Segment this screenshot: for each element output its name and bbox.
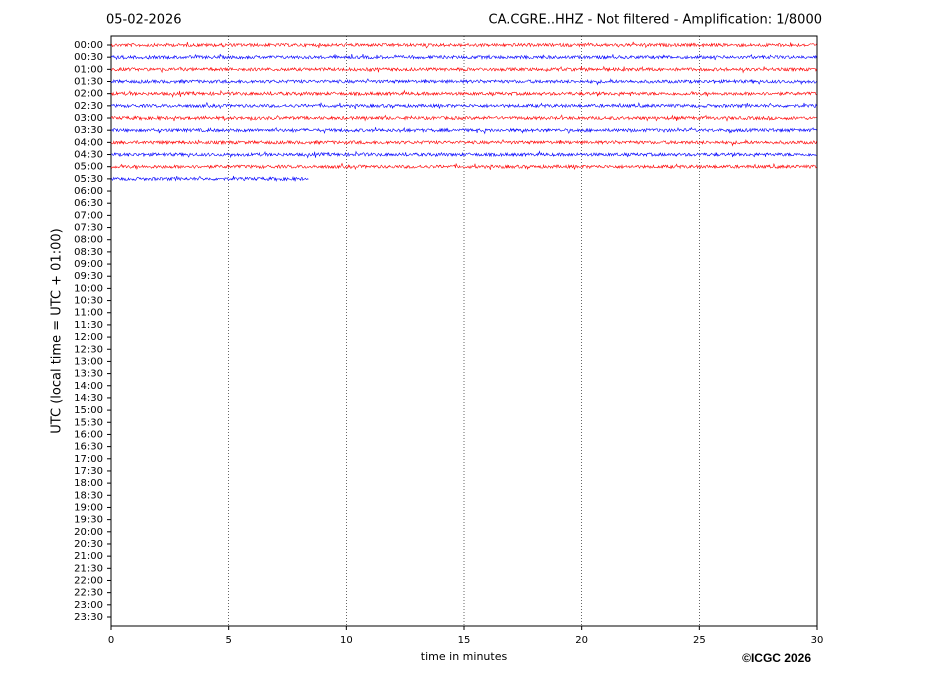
- chart-title: CA.CGRE..HHZ - Not filtered - Amplificat…: [489, 13, 823, 28]
- y-tick-label: 18:00: [74, 478, 103, 489]
- y-tick-label: 06:00: [74, 186, 103, 197]
- y-tick-label: 14:00: [74, 381, 103, 392]
- y-tick-label: 03:30: [74, 125, 103, 136]
- y-tick-label: 20:00: [74, 527, 103, 538]
- y-tick-label: 11:00: [74, 308, 103, 319]
- y-axis-label: UTC (local time = UTC + 01:00): [50, 228, 65, 433]
- trace: [110, 89, 817, 98]
- y-tick-label: 21:30: [74, 563, 103, 574]
- date-title: 05-02-2026: [106, 13, 182, 28]
- y-tick-label: 09:30: [74, 271, 103, 282]
- x-tick-label: 5: [225, 635, 231, 646]
- y-tick-label: 13:30: [74, 369, 103, 380]
- y-tick-label: 22:00: [74, 575, 103, 586]
- x-tick-label: 10: [340, 635, 353, 646]
- y-tick-label: 23:30: [74, 612, 103, 623]
- y-tick-label: 02:00: [74, 89, 103, 100]
- trace: [110, 65, 817, 74]
- trace: [110, 162, 817, 171]
- x-tick-label: 30: [811, 635, 824, 646]
- y-tick-label: 11:30: [74, 320, 103, 331]
- y-tick-label: 08:00: [74, 235, 103, 246]
- trace: [110, 175, 309, 182]
- y-tick-label: 15:00: [74, 405, 103, 416]
- y-tick-label: 19:00: [74, 502, 103, 513]
- y-tick-label: 04:30: [74, 150, 103, 161]
- y-tick-label: 20:30: [74, 539, 103, 550]
- trace: [110, 41, 817, 49]
- y-tick-label: 10:00: [74, 283, 103, 294]
- trace: [110, 139, 817, 147]
- y-tick-label: 15:30: [74, 417, 103, 428]
- y-tick-label: 03:00: [74, 113, 103, 124]
- trace: [110, 78, 817, 86]
- y-tick-label: 16:30: [74, 442, 103, 453]
- trace: [111, 126, 817, 135]
- y-tick-label: 16:00: [74, 429, 103, 440]
- y-tick-label: 09:00: [74, 259, 103, 270]
- y-tick-label: 04:00: [74, 137, 103, 148]
- y-tick-label: 17:00: [74, 454, 103, 465]
- y-tick-label: 14:30: [74, 393, 103, 404]
- y-tick-label: 01:00: [74, 64, 103, 75]
- y-tick-label: 06:30: [74, 198, 103, 209]
- y-tick-label: 18:30: [74, 490, 103, 501]
- y-tick-label: 21:00: [74, 551, 103, 562]
- y-tick-label: 01:30: [74, 77, 103, 88]
- y-tick-label: 07:00: [74, 210, 103, 221]
- y-tick-label: 02:30: [74, 101, 103, 112]
- x-axis-label: time in minutes: [421, 650, 508, 663]
- y-tick-label: 22:30: [74, 588, 103, 599]
- y-tick-label: 19:30: [74, 515, 103, 526]
- y-tick-label: 08:30: [74, 247, 103, 258]
- y-tick-label: 10:30: [74, 296, 103, 307]
- y-tick-label: 05:00: [74, 162, 103, 173]
- x-tick-label: 0: [108, 635, 114, 646]
- y-tick-label: 23:00: [74, 600, 103, 611]
- y-tick-label: 07:30: [74, 223, 103, 234]
- y-tick-label: 12:30: [74, 344, 103, 355]
- x-tick-label: 20: [575, 635, 588, 646]
- y-tick-label: 17:30: [74, 466, 103, 477]
- x-tick-label: 25: [693, 635, 706, 646]
- y-tick-label: 13:00: [74, 356, 103, 367]
- copyright: ©ICGC 2026: [742, 651, 811, 665]
- trace: [110, 53, 817, 61]
- y-tick-label: 05:30: [74, 174, 103, 185]
- trace: [110, 150, 817, 159]
- y-tick-label: 00:00: [74, 40, 103, 51]
- x-tick-label: 15: [458, 635, 471, 646]
- trace: [110, 114, 817, 122]
- trace: [110, 101, 817, 110]
- y-tick-label: 00:30: [74, 52, 103, 63]
- y-tick-label: 12:00: [74, 332, 103, 343]
